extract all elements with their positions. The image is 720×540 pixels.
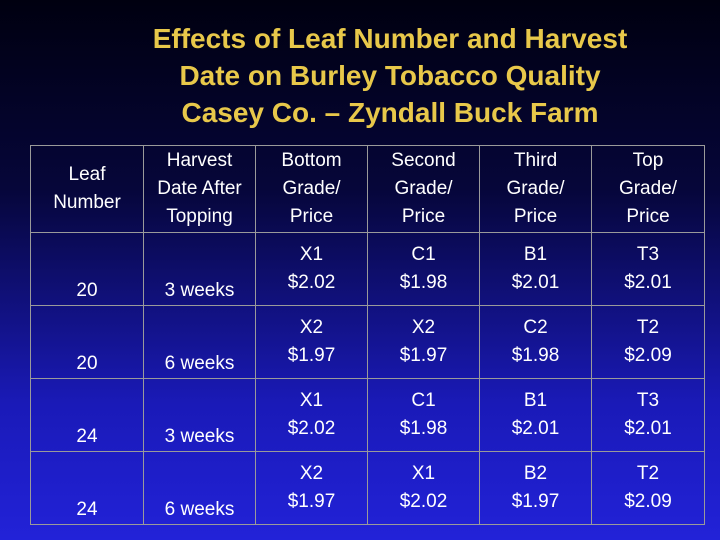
top-grade-cell: T2 $2.09 <box>591 305 705 379</box>
grade-price: $1.98 <box>511 345 560 366</box>
grade-price: $1.98 <box>399 418 448 439</box>
bottom-grade-cell: X1 $2.02 <box>255 378 368 452</box>
grade-code: B1 <box>523 390 548 411</box>
header-text: Price <box>626 206 670 227</box>
header-text: Price <box>401 206 446 227</box>
grade-price: $2.02 <box>287 272 336 293</box>
header-text: Harvest <box>166 150 233 171</box>
leaf-number-cell: 20 <box>30 232 144 306</box>
bottom-grade-cell: X1 $2.02 <box>255 232 368 306</box>
grade-code: X1 <box>299 244 324 265</box>
header-harvest-date: Harvest Date After Topping <box>143 145 256 233</box>
top-grade-cell: T3 $2.01 <box>591 378 705 452</box>
second-grade-cell: X1 $2.02 <box>367 451 480 525</box>
title-line-3: Casey Co. – Zyndall Buck Farm <box>181 97 599 128</box>
grade-code: T2 <box>636 317 660 338</box>
header-text: Leaf <box>68 164 106 185</box>
table-row: 24 6 weeks X2 $1.97 X1 $2.02 B2 $1.97 T2 $2.… <box>30 451 705 525</box>
grade-code: C1 <box>411 244 436 265</box>
second-grade-cell: C1 $1.98 <box>367 232 480 306</box>
grade-price: $1.97 <box>287 345 336 366</box>
top-grade-cell: T3 $2.01 <box>591 232 705 306</box>
header-text: Grade/ <box>282 178 341 199</box>
header-text: Price <box>289 206 334 227</box>
leaf-number-cell: 24 <box>30 451 144 525</box>
header-text: Top <box>632 150 664 171</box>
harvest-date-cell: 6 weeks <box>143 305 256 379</box>
grade-code: C1 <box>411 390 436 411</box>
header-text: Topping <box>166 206 233 227</box>
header-text: Grade/ <box>618 178 678 199</box>
grade-price: $1.97 <box>399 345 448 366</box>
third-grade-cell: C2 $1.98 <box>479 305 592 379</box>
grade-code: X1 <box>299 390 324 411</box>
harvest-date-cell: 6 weeks <box>143 451 256 525</box>
grade-code: B2 <box>523 463 548 484</box>
grade-price: $2.01 <box>511 272 560 293</box>
header-text: Grade/ <box>506 178 565 199</box>
third-grade-cell: B1 $2.01 <box>479 378 592 452</box>
grade-code: T3 <box>636 390 660 411</box>
quality-table: Leaf Number Harvest Date After Topping B… <box>30 145 705 525</box>
title-line-2: Date on Burley Tobacco Quality <box>179 60 601 91</box>
grade-code: X2 <box>299 463 324 484</box>
leaf-number-cell: 24 <box>30 378 144 452</box>
second-grade-cell: C1 $1.98 <box>367 378 480 452</box>
header-top-grade: Top Grade/ Price <box>591 145 705 233</box>
grade-price: $2.09 <box>624 491 672 512</box>
grade-price: $2.02 <box>287 418 336 439</box>
header-text: Grade/ <box>394 178 453 199</box>
grade-price: $2.01 <box>511 418 560 439</box>
third-grade-cell: B2 $1.97 <box>479 451 592 525</box>
header-bottom-grade: Bottom Grade/ Price <box>255 145 368 233</box>
grade-price: $2.09 <box>624 345 672 366</box>
header-text: Bottom <box>281 150 342 171</box>
header-third-grade: Third Grade/ Price <box>479 145 592 233</box>
table-row: 24 3 weeks X1 $2.02 C1 $1.98 B1 $2.01 T3 $2.… <box>30 378 705 452</box>
third-grade-cell: B1 $2.01 <box>479 232 592 306</box>
table-row: 20 6 weeks X2 $1.97 X2 $1.97 C2 $1.98 T2 $2.… <box>30 305 705 379</box>
grade-code: C2 <box>523 317 548 338</box>
header-text: Number <box>53 192 121 213</box>
header-text: Third <box>513 150 558 171</box>
grade-code: X1 <box>411 463 436 484</box>
grade-code: X2 <box>411 317 436 338</box>
grade-price: $2.01 <box>624 272 672 293</box>
grade-code: T2 <box>636 463 660 484</box>
header-row: Leaf Number Harvest Date After Topping B… <box>30 145 705 233</box>
grade-code: B1 <box>523 244 548 265</box>
grade-code: T3 <box>636 244 660 265</box>
header-text: Date After <box>157 178 242 199</box>
bottom-grade-cell: X2 $1.97 <box>255 451 368 525</box>
grade-code: X2 <box>299 317 324 338</box>
grade-price: $1.97 <box>287 491 336 512</box>
header-second-grade: Second Grade/ Price <box>367 145 480 233</box>
grade-price: $2.01 <box>624 418 672 439</box>
top-grade-cell: T2 $2.09 <box>591 451 705 525</box>
header-text: Price <box>513 206 558 227</box>
grade-price: $2.02 <box>399 491 448 512</box>
leaf-number-cell: 20 <box>30 305 144 379</box>
bottom-grade-cell: X2 $1.97 <box>255 305 368 379</box>
slide-title: Effects of Leaf Number and Harvest Date … <box>0 20 720 131</box>
grade-price: $1.98 <box>399 272 448 293</box>
header-text: Second <box>391 150 456 171</box>
second-grade-cell: X2 $1.97 <box>367 305 480 379</box>
harvest-date-cell: 3 weeks <box>143 378 256 452</box>
grade-price: $1.97 <box>511 491 560 512</box>
harvest-date-cell: 3 weeks <box>143 232 256 306</box>
table-row: 20 3 weeks X1 $2.02 C1 $1.98 B1 $2.01 T3 $2.… <box>30 232 705 306</box>
title-line-1: Effects of Leaf Number and Harvest <box>152 23 628 54</box>
header-leaf-number: Leaf Number <box>30 145 144 233</box>
